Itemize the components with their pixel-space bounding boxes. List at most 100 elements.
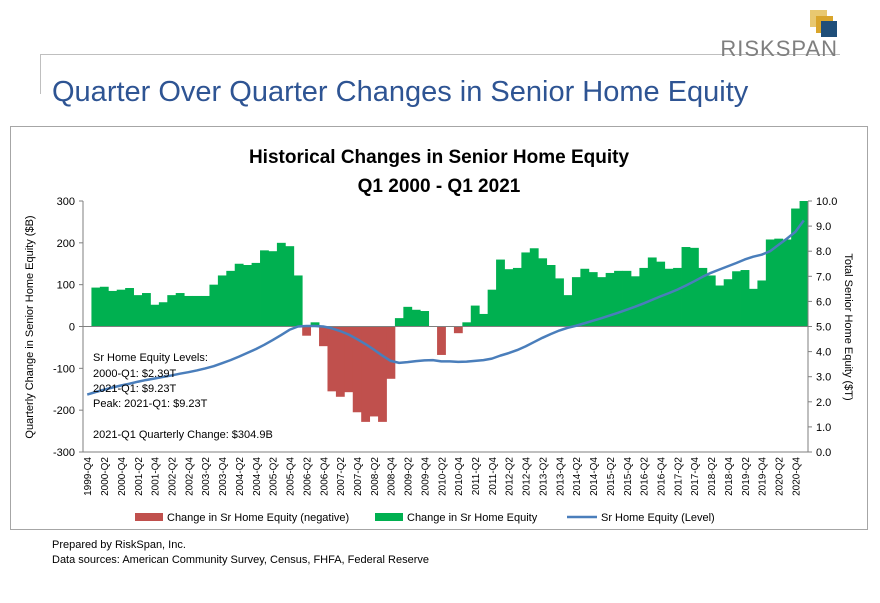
x-tick-label: 2018-Q4 bbox=[724, 457, 735, 496]
y2-tick-label: 6.0 bbox=[816, 296, 831, 308]
annotation-line: Sr Home Equity Levels: bbox=[93, 352, 208, 364]
x-tick-label: 2016-Q2 bbox=[640, 457, 651, 496]
x-tick-label: 2010-Q2 bbox=[437, 457, 448, 496]
x-tick-label: 2004-Q4 bbox=[252, 457, 263, 496]
x-tick-label: 2000-Q2 bbox=[100, 457, 111, 496]
y2-tick-label: 1.0 bbox=[816, 422, 831, 434]
riskspan-logo-icon bbox=[810, 10, 837, 37]
x-tick-label: 2015-Q4 bbox=[623, 457, 634, 496]
bar-positive bbox=[260, 250, 269, 327]
bar-negative bbox=[344, 326, 354, 393]
x-axis-ticks: 1999-Q4 2000-Q2 2000-Q4 2001-Q2 2001-Q4 2002-… bbox=[83, 457, 802, 496]
x-tick-label: 2011-Q4 bbox=[488, 457, 499, 496]
bar-positive bbox=[125, 288, 134, 327]
chart-title: Historical Changes in Senior Home Equity bbox=[249, 147, 630, 168]
bar-negative bbox=[386, 326, 396, 379]
bar-positive bbox=[479, 313, 489, 327]
line-series bbox=[86, 219, 805, 396]
bar-negative bbox=[352, 326, 362, 413]
bar-positive bbox=[167, 295, 177, 327]
y-tick-label: 100 bbox=[57, 280, 75, 292]
y2-tick-label: 5.0 bbox=[816, 322, 831, 334]
y2-tick-label: 0.0 bbox=[816, 447, 831, 459]
page-title: Quarter Over Quarter Changes in Senior H… bbox=[52, 76, 749, 108]
x-tick-label: 2014-Q2 bbox=[572, 457, 583, 496]
x-tick-label: 2005-Q2 bbox=[269, 457, 280, 496]
bar-series bbox=[91, 201, 809, 422]
x-tick-label: 2020-Q2 bbox=[774, 457, 785, 496]
x-tick-label: 2008-Q4 bbox=[387, 457, 398, 496]
x-tick-label: 2006-Q2 bbox=[302, 457, 313, 496]
bar-positive bbox=[192, 295, 202, 327]
bar-positive bbox=[133, 295, 143, 327]
bar-positive bbox=[276, 242, 286, 327]
brand-name: RISKSPAN bbox=[720, 36, 838, 61]
bar-negative bbox=[378, 326, 387, 422]
x-tick-label: 2019-Q4 bbox=[758, 457, 769, 496]
annotation-line: 2021-Q1: $9.23T bbox=[93, 383, 176, 395]
bar-positive bbox=[99, 286, 109, 327]
bar-positive bbox=[647, 257, 657, 327]
y2-tick-label: 7.0 bbox=[816, 271, 831, 283]
y-tick-label: -200 bbox=[53, 405, 75, 417]
bar-positive bbox=[757, 280, 767, 327]
bar-positive bbox=[723, 279, 733, 327]
bar-positive bbox=[782, 239, 792, 327]
x-tick-label: 2000-Q4 bbox=[117, 457, 128, 496]
x-tick-label: 2007-Q4 bbox=[353, 457, 364, 496]
y2-tick-label: 4.0 bbox=[816, 347, 831, 359]
y2-tick-label: 3.0 bbox=[816, 372, 831, 384]
legend: Change in Sr Home Equity (negative) Chan… bbox=[135, 512, 715, 524]
x-tick-label: 2017-Q2 bbox=[673, 457, 684, 496]
y-tick-label: 300 bbox=[57, 196, 75, 208]
bar-positive bbox=[158, 302, 168, 327]
bar-positive bbox=[614, 270, 623, 327]
legend-swatch-negative bbox=[135, 513, 163, 521]
x-tick-label: 2014-Q4 bbox=[589, 457, 600, 496]
x-tick-label: 2012-Q4 bbox=[522, 457, 533, 496]
x-tick-label: 2001-Q4 bbox=[151, 457, 162, 496]
bar-positive bbox=[765, 239, 775, 327]
bar-positive bbox=[201, 295, 210, 327]
bar-positive bbox=[142, 293, 151, 327]
x-tick-label: 2005-Q4 bbox=[286, 457, 297, 496]
x-tick-label: 2019-Q2 bbox=[741, 457, 752, 496]
bar-positive bbox=[588, 272, 598, 327]
bar-positive bbox=[251, 262, 261, 327]
annotation-change: 2021-Q1 Quarterly Change: $304.9B bbox=[93, 429, 273, 441]
bar-positive bbox=[470, 305, 480, 327]
annotation-line: 2000-Q1: $2.39T bbox=[93, 368, 176, 380]
bar-positive bbox=[462, 322, 472, 327]
bar-positive bbox=[791, 208, 800, 327]
x-tick-label: 2008-Q2 bbox=[370, 457, 381, 496]
x-tick-label: 2006-Q4 bbox=[319, 457, 330, 496]
y2-tick-label: 8.0 bbox=[816, 246, 831, 258]
header-rule bbox=[40, 54, 840, 55]
y-tick-label: 200 bbox=[57, 238, 75, 250]
x-tick-label: 2003-Q2 bbox=[201, 457, 212, 496]
chart-frame: Historical Changes in Senior Home Equity… bbox=[10, 126, 868, 530]
x-tick-label: 2018-Q2 bbox=[707, 457, 718, 496]
x-tick-label: 2013-Q2 bbox=[538, 457, 549, 496]
x-tick-label: 2010-Q4 bbox=[454, 457, 465, 496]
bar-positive bbox=[689, 247, 699, 327]
x-tick-label: 2004-Q2 bbox=[235, 457, 246, 496]
y-axis-label: Quarterly Change in Senior Home Equity (… bbox=[24, 215, 36, 438]
annotation-line: Peak: 2021-Q1: $9.23T bbox=[93, 398, 208, 410]
chart-svg: Historical Changes in Senior Home Equity… bbox=[24, 147, 854, 524]
y2-tick-label: 2.0 bbox=[816, 397, 831, 409]
bar-positive bbox=[504, 269, 514, 327]
bar-positive bbox=[673, 267, 682, 327]
bar-positive bbox=[420, 311, 430, 327]
bar-positive bbox=[706, 275, 716, 327]
y-axis-ticks: 300 200 100 0 -100 -200 -300 bbox=[53, 196, 83, 459]
y-tick-label: -300 bbox=[53, 447, 75, 459]
x-tick-label: 2009-Q2 bbox=[404, 457, 415, 496]
legend-label-positive: Change in Sr Home Equity bbox=[407, 512, 538, 524]
bar-negative bbox=[335, 326, 345, 397]
bar-positive bbox=[529, 248, 539, 327]
header-rule-vertical bbox=[40, 54, 41, 94]
bar-positive bbox=[799, 201, 809, 327]
bar-negative bbox=[361, 326, 371, 422]
